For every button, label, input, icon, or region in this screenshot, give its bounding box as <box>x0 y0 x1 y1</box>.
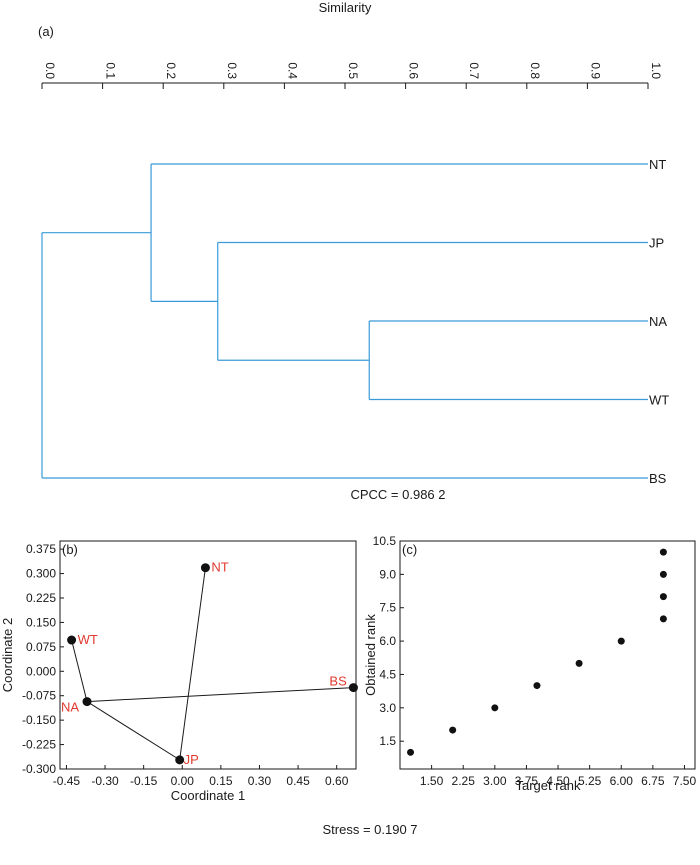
shepard-point <box>659 615 667 623</box>
shepard-x-tick-label: 1.50 <box>420 774 444 788</box>
shepard-axis-ticks: 1.50 2.25 3.00 3.75 4.50 5.25 6.00 6.75 7.50 10.5… <box>373 534 697 788</box>
shepard-point <box>659 593 667 601</box>
similarity-tick-label: 0.7 <box>467 62 481 79</box>
shepard-panel: (c) 1.50 2.25 3.00 3.75 4.50 5.25 6.00 6.75 7.50… <box>363 534 696 793</box>
ordination-point-label-na: NA <box>61 700 79 715</box>
shepard-plot-frame <box>399 540 696 770</box>
similarity-tick-label: 0.2 <box>164 62 178 79</box>
shepard-point <box>533 682 541 690</box>
similarity-tick-label: 0.8 <box>528 62 542 79</box>
ordination-y-tick-label: -0.150 <box>22 713 56 727</box>
shepard-point <box>659 548 667 556</box>
ordination-point-label-bs: BS <box>329 674 347 689</box>
shepard-point <box>575 659 583 667</box>
ordination-x-tick-label: 0.00 <box>171 774 195 788</box>
ordination-point-jp <box>175 755 185 765</box>
panel-b-label: (b) <box>62 542 78 557</box>
shepard-y-tick-label: 1.5 <box>379 734 396 748</box>
shepard-x-tick-label: 6.75 <box>641 774 665 788</box>
shepard-points <box>407 548 667 756</box>
ordination-x-axis-label: Coordinate 1 <box>171 788 245 803</box>
similarity-tick-label: 0.3 <box>225 62 239 79</box>
ordination-point-label-jp: JP <box>184 752 199 767</box>
shepard-y-tick-label: 3.0 <box>379 701 396 715</box>
shepard-x-tick-label: 4.50 <box>546 774 570 788</box>
shepard-y-tick-label: 4.5 <box>379 667 396 681</box>
ordination-y-tick-label: 0.075 <box>26 640 56 654</box>
similarity-tick-label: 0.6 <box>407 62 421 79</box>
ordination-point-bs <box>348 683 358 693</box>
ordination-x-tick-label: -0.15 <box>130 774 158 788</box>
panel-c-label: (c) <box>402 542 417 557</box>
leaf-label-bs: BS <box>649 471 667 486</box>
shepard-point <box>449 726 457 734</box>
stress-annotation: Stress = 0.190 7 <box>322 822 417 837</box>
shepard-point <box>407 748 415 756</box>
ordination-x-tick-label: -0.45 <box>53 774 81 788</box>
ordination-y-tick-label: -0.300 <box>22 762 56 776</box>
ordination-y-tick-label: 0.300 <box>26 567 56 581</box>
ordination-y-tick-label: 0.000 <box>26 664 56 678</box>
leaf-label-wt: WT <box>649 393 669 408</box>
dendrogram-leaf-labels: NT JP NA WT BS <box>649 157 669 486</box>
ordination-x-tick-label: -0.30 <box>91 774 119 788</box>
shepard-x-axis-label: Target rank <box>515 778 581 793</box>
ordination-y-tick-label: -0.075 <box>22 689 56 703</box>
dendrogram-panel: (a) Similarity 0.0 0.1 0.2 0.3 0.4 0.5 0.6 0.7 0… <box>38 0 669 502</box>
ordination-x-tick-label: 0.45 <box>286 774 310 788</box>
ordination-x-tick-label: 0.15 <box>209 774 233 788</box>
shepard-y-tick-label: 9.0 <box>379 567 396 581</box>
similarity-tick-label: 0.4 <box>285 62 299 79</box>
shepard-point <box>491 704 499 712</box>
shepard-x-tick-label: 3.75 <box>515 774 539 788</box>
ordination-y-tick-label: 0.375 <box>26 542 56 556</box>
ordination-point-label-wt: WT <box>78 632 98 647</box>
ordination-x-tick-label: 0.30 <box>248 774 272 788</box>
leaf-label-jp: JP <box>649 236 664 251</box>
ordination-point-nt <box>200 563 210 573</box>
similarity-tick-label: 0.9 <box>588 62 602 79</box>
ordination-x-tick-label: 0.60 <box>325 774 349 788</box>
similarity-tick-label: 0.5 <box>346 62 360 79</box>
dendrogram-branches <box>41 163 648 479</box>
ordination-point-na <box>82 697 92 707</box>
leaf-label-na: NA <box>649 314 667 329</box>
ordination-point-label-nt: NT <box>211 560 228 575</box>
ordination-point-wt <box>67 635 77 645</box>
shepard-x-tick-label: 6.00 <box>610 774 634 788</box>
ordination-y-axis-label: Coordinate 2 <box>0 618 15 692</box>
similarity-axis-ticks: 0.0 0.1 0.2 0.3 0.4 0.5 0.6 0.7 0.8 0.9 1.0 <box>41 62 663 89</box>
shepard-y-axis-label: Obtained rank <box>363 614 378 696</box>
ordination-panel: (b) -0.45 -0.30 -0.15 0.00 0.15 0.30 0.45 0.60 0… <box>0 540 418 837</box>
shepard-point <box>617 637 625 645</box>
shepard-x-tick-label: 3.00 <box>483 774 507 788</box>
cpcc-annotation: CPCC = 0.986 2 <box>350 487 445 502</box>
shepard-y-tick-label: 7.5 <box>379 601 396 615</box>
similarity-tick-label: 1.0 <box>649 62 663 79</box>
shepard-y-tick-label: 10.5 <box>373 534 397 548</box>
ordination-edge <box>71 639 88 702</box>
shepard-x-tick-label: 2.25 <box>452 774 476 788</box>
similarity-tick-label: 0.1 <box>104 62 118 79</box>
ordination-edge <box>179 567 206 760</box>
ordination-plot-frame <box>59 540 357 770</box>
ordination-edge <box>86 687 354 703</box>
shepard-x-tick-label: 7.50 <box>673 774 697 788</box>
shepard-x-tick-label: 5.25 <box>578 774 602 788</box>
dendrogram-title: Similarity <box>319 0 372 15</box>
ordination-points: NT WT NA JP BS <box>61 560 358 767</box>
ordination-y-tick-label: 0.150 <box>26 615 56 629</box>
ordination-edge <box>86 701 180 761</box>
ordination-tree-edges <box>71 567 354 761</box>
leaf-label-nt: NT <box>649 157 666 172</box>
panel-a-label: (a) <box>38 24 54 39</box>
shepard-point <box>659 570 667 578</box>
shepard-y-tick-label: 6.0 <box>379 634 396 648</box>
ordination-y-tick-label: -0.225 <box>22 738 56 752</box>
ordination-axis-ticks: -0.45 -0.30 -0.15 0.00 0.15 0.30 0.45 0.60 0.375… <box>22 542 349 788</box>
ordination-y-tick-label: 0.225 <box>26 591 56 605</box>
similarity-tick-label: 0.0 <box>43 62 57 79</box>
